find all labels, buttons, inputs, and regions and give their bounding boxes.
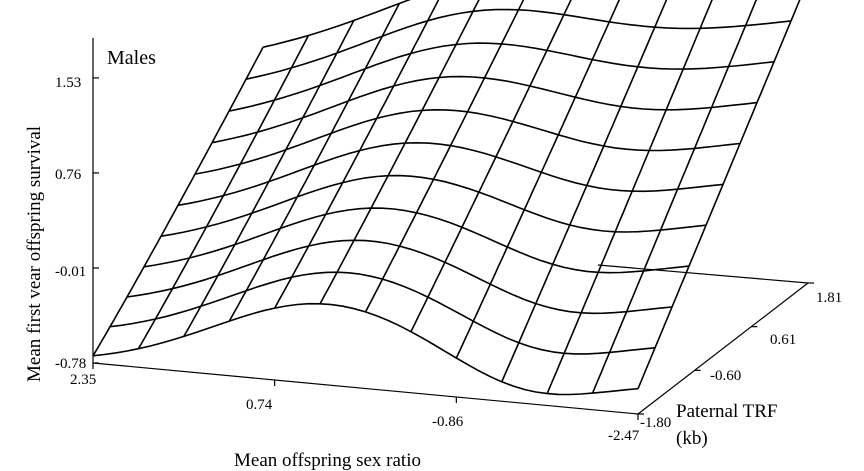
x-tick-label: 0.74 [246,397,273,413]
axes-frame [92,38,809,415]
labels: Males -0.78 -0.01 0.76 1.53 2.35 0.74 -0… [24,47,842,471]
y-tick-label: -1.80 [640,415,671,431]
mesh-line-along-y [455,0,621,359]
y-axis-title-line2: (kb) [676,428,708,449]
z-axis-title: Mean first vear offspring survival [24,126,45,382]
y-tick-label: -0.60 [710,368,741,384]
z-tick-label: -0.78 [55,356,86,372]
z-tick-label: -0.01 [55,264,86,280]
mesh-line-along-x [126,239,673,315]
mesh-line-along-y [228,3,401,322]
x-tick-label: 2.35 [70,372,96,388]
mesh-line-along-y [591,0,758,394]
mesh-line-along-y [546,0,713,394]
y-tick-label: 0.61 [770,332,796,348]
tick-marks [92,77,814,420]
mesh-line-along-x [160,174,707,237]
mesh-line-along-y [364,0,525,313]
y-axis-title: Paternal TRF (kb) [676,401,778,449]
z-tick-label: 1.53 [55,75,81,91]
mesh-line-along-x [177,142,724,207]
y-tick-label: 1.81 [816,290,842,306]
mesh-line-along-x [143,207,690,274]
back-floor-line [597,264,809,284]
mesh-line-along-y [137,35,310,350]
mesh-line-along-x [92,302,639,396]
z-tick-label: 0.76 [55,167,82,183]
surface-mesh [92,0,801,396]
mesh-line-along-x [228,42,775,112]
mesh-line-along-y [183,20,355,337]
mesh-line-along-y [92,46,264,357]
mesh-line-along-y [637,0,801,390]
x-tick-label: -0.86 [432,414,464,430]
mesh-line-along-x [262,0,412,48]
mesh-line-along-x [194,109,741,175]
mesh-line-along-x [109,271,656,355]
x-tick-label: -2.47 [608,428,640,444]
mesh-line-along-y [273,0,440,309]
y-axis-title-line1: Paternal TRF [676,401,778,422]
panel-title: Males [107,47,156,69]
x-axis-line [92,362,639,415]
mesh-line-along-y [501,0,668,383]
y-axis-line [637,282,809,415]
mesh-line-along-y [319,0,480,305]
x-axis-title: Mean offspring sex ratio [234,450,421,471]
mesh-line-along-y [410,0,572,333]
